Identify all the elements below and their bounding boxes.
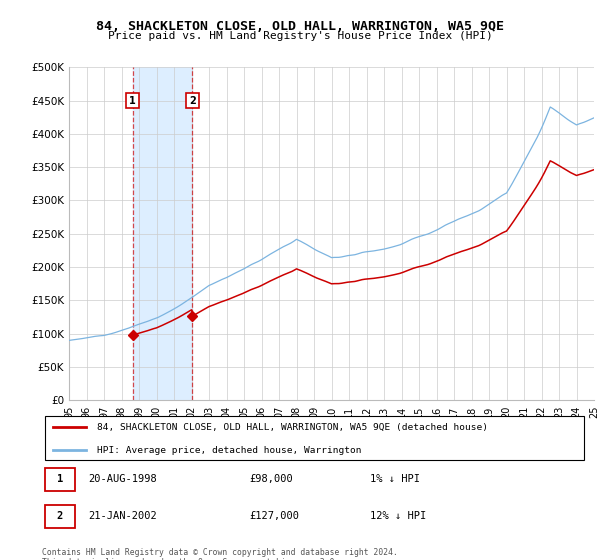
- Text: 12% ↓ HPI: 12% ↓ HPI: [370, 511, 426, 521]
- Text: HPI: Average price, detached house, Warrington: HPI: Average price, detached house, Warr…: [97, 446, 361, 455]
- Text: Price paid vs. HM Land Registry's House Price Index (HPI): Price paid vs. HM Land Registry's House …: [107, 31, 493, 41]
- Text: 1: 1: [129, 96, 136, 105]
- FancyBboxPatch shape: [45, 468, 75, 491]
- Text: 1% ↓ HPI: 1% ↓ HPI: [370, 474, 419, 484]
- Text: 2: 2: [189, 96, 196, 105]
- Text: 2: 2: [56, 511, 63, 521]
- Bar: [133, 67, 193, 400]
- Text: 84, SHACKLETON CLOSE, OLD HALL, WARRINGTON, WA5 9QE (detached house): 84, SHACKLETON CLOSE, OLD HALL, WARRINGT…: [97, 423, 488, 432]
- Text: 84, SHACKLETON CLOSE, OLD HALL, WARRINGTON, WA5 9QE: 84, SHACKLETON CLOSE, OLD HALL, WARRINGT…: [96, 20, 504, 32]
- Text: 1: 1: [56, 474, 63, 484]
- Text: 20-AUG-1998: 20-AUG-1998: [88, 474, 157, 484]
- FancyBboxPatch shape: [45, 416, 584, 460]
- Text: £98,000: £98,000: [250, 474, 293, 484]
- Text: 21-JAN-2002: 21-JAN-2002: [88, 511, 157, 521]
- FancyBboxPatch shape: [45, 505, 75, 528]
- Text: Contains HM Land Registry data © Crown copyright and database right 2024.
This d: Contains HM Land Registry data © Crown c…: [42, 548, 398, 560]
- Text: £127,000: £127,000: [250, 511, 299, 521]
